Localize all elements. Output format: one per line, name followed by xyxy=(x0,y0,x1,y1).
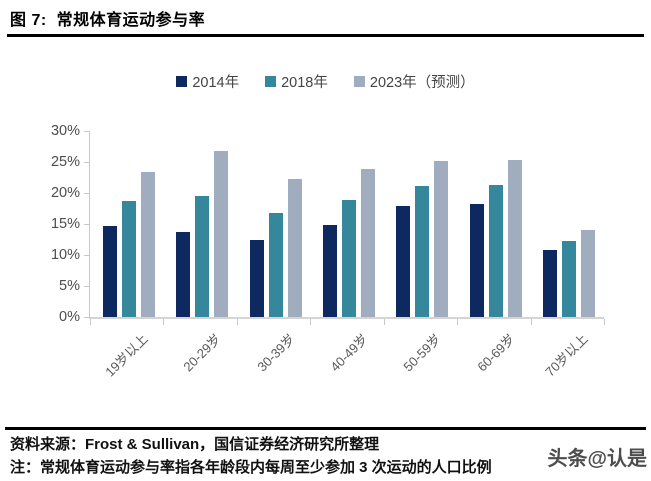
bar-2023年（预测）-60-69岁 xyxy=(507,160,522,317)
legend-swatch-icon xyxy=(353,76,365,87)
bar-2023年（预测）-19岁以上 xyxy=(140,171,155,317)
top-divider xyxy=(7,34,644,37)
legend-swatch-icon xyxy=(176,76,188,87)
bar-2014年-40-49岁 xyxy=(323,224,337,317)
legend-item: 2018年 xyxy=(265,71,328,92)
y-axis-tick-label: 30% xyxy=(50,123,80,139)
y-axis-tick xyxy=(84,162,89,163)
bar-2018年-60-69岁 xyxy=(488,184,503,317)
x-axis-category-label: 60-69岁 xyxy=(474,331,518,375)
bar-2014年-20-29岁 xyxy=(176,232,191,317)
note-text: 注：常规体育运动参与率指各年龄段内每周至少参加 3 次运动的人口比例 xyxy=(10,459,492,476)
y-axis-tick-label: 25% xyxy=(50,154,80,170)
x-axis-category-label: 70岁以上 xyxy=(542,331,592,380)
bar-2018年-20-29岁 xyxy=(195,196,210,317)
bottom-divider xyxy=(5,427,646,430)
plot-area: 0% 5% 10% 15% 20% 25% 30% 19岁以上 20-29岁 30-39岁 40-4… xyxy=(51,123,605,380)
y-axis-tick-label: 20% xyxy=(50,185,80,201)
source-text: 资料来源：Frost & Sullivan，国信证券经济研究所整理 xyxy=(10,436,380,453)
legend-label: 2018年 xyxy=(281,75,328,91)
legend-item: 2023年（预测） xyxy=(353,71,475,92)
bar-2023年（预测）-50-59岁 xyxy=(434,160,449,317)
bar-2014年-70岁以上 xyxy=(543,250,558,317)
bar-2014年-30-39岁 xyxy=(249,239,264,317)
y-axis-tick xyxy=(84,255,89,256)
x-axis-tick xyxy=(530,319,532,325)
y-axis-tick xyxy=(84,224,89,225)
x-axis-tick xyxy=(163,319,165,325)
x-axis-tick xyxy=(310,319,312,325)
legend-label: 2023年（预测） xyxy=(369,75,475,91)
x-axis-category-label: 40-49岁 xyxy=(327,331,371,375)
y-axis-tick-label: 15% xyxy=(50,216,80,232)
y-axis-tick xyxy=(84,193,89,194)
x-axis-category-label: 30-39岁 xyxy=(253,331,298,375)
y-axis-tick xyxy=(84,286,89,287)
y-axis-tick-label: 5% xyxy=(59,278,80,294)
bar-2018年-50-59岁 xyxy=(415,185,430,317)
bar-2023年（预测）-40-49岁 xyxy=(361,169,375,317)
y-axis-tick-label: 10% xyxy=(50,247,80,263)
x-axis-category-label: 19岁以上 xyxy=(102,331,151,380)
bar-2014年-50-59岁 xyxy=(396,206,411,317)
bar-2023年（预测）-30-39岁 xyxy=(287,179,302,317)
x-axis-tick xyxy=(90,319,91,325)
bar-2018年-19岁以上 xyxy=(121,201,136,317)
bar-2023年（预测）-70岁以上 xyxy=(581,230,596,317)
bar-2023年（预测）-20-29岁 xyxy=(214,150,229,317)
x-axis-category-label: 50-59岁 xyxy=(400,331,445,375)
bar-2018年-40-49岁 xyxy=(342,200,356,317)
x-axis-tick xyxy=(236,319,238,325)
legend-swatch-icon xyxy=(265,76,277,87)
x-axis-tick xyxy=(457,319,459,325)
y-axis-tick xyxy=(84,317,89,318)
x-axis-tick xyxy=(604,319,605,325)
x-axis-tick xyxy=(383,319,385,325)
bar-2018年-30-39岁 xyxy=(268,212,283,317)
bar-2014年-60-69岁 xyxy=(469,204,484,317)
x-axis-category-label: 20-29岁 xyxy=(180,331,224,375)
bar-2018年-70岁以上 xyxy=(562,240,577,317)
y-axis-tick-label: 0% xyxy=(59,309,80,325)
legend-label: 2014年 xyxy=(192,75,240,91)
watermark-text: 头条@认是 xyxy=(547,448,647,470)
y-axis-tick xyxy=(84,131,89,132)
figure-title: 图 7: 常规体育运动参与率 xyxy=(10,12,206,29)
chart-legend: 2014年 2018年 2023年（预测） xyxy=(0,71,651,92)
bar-2014年-19岁以上 xyxy=(102,225,117,317)
legend-item: 2014年 xyxy=(176,71,239,92)
